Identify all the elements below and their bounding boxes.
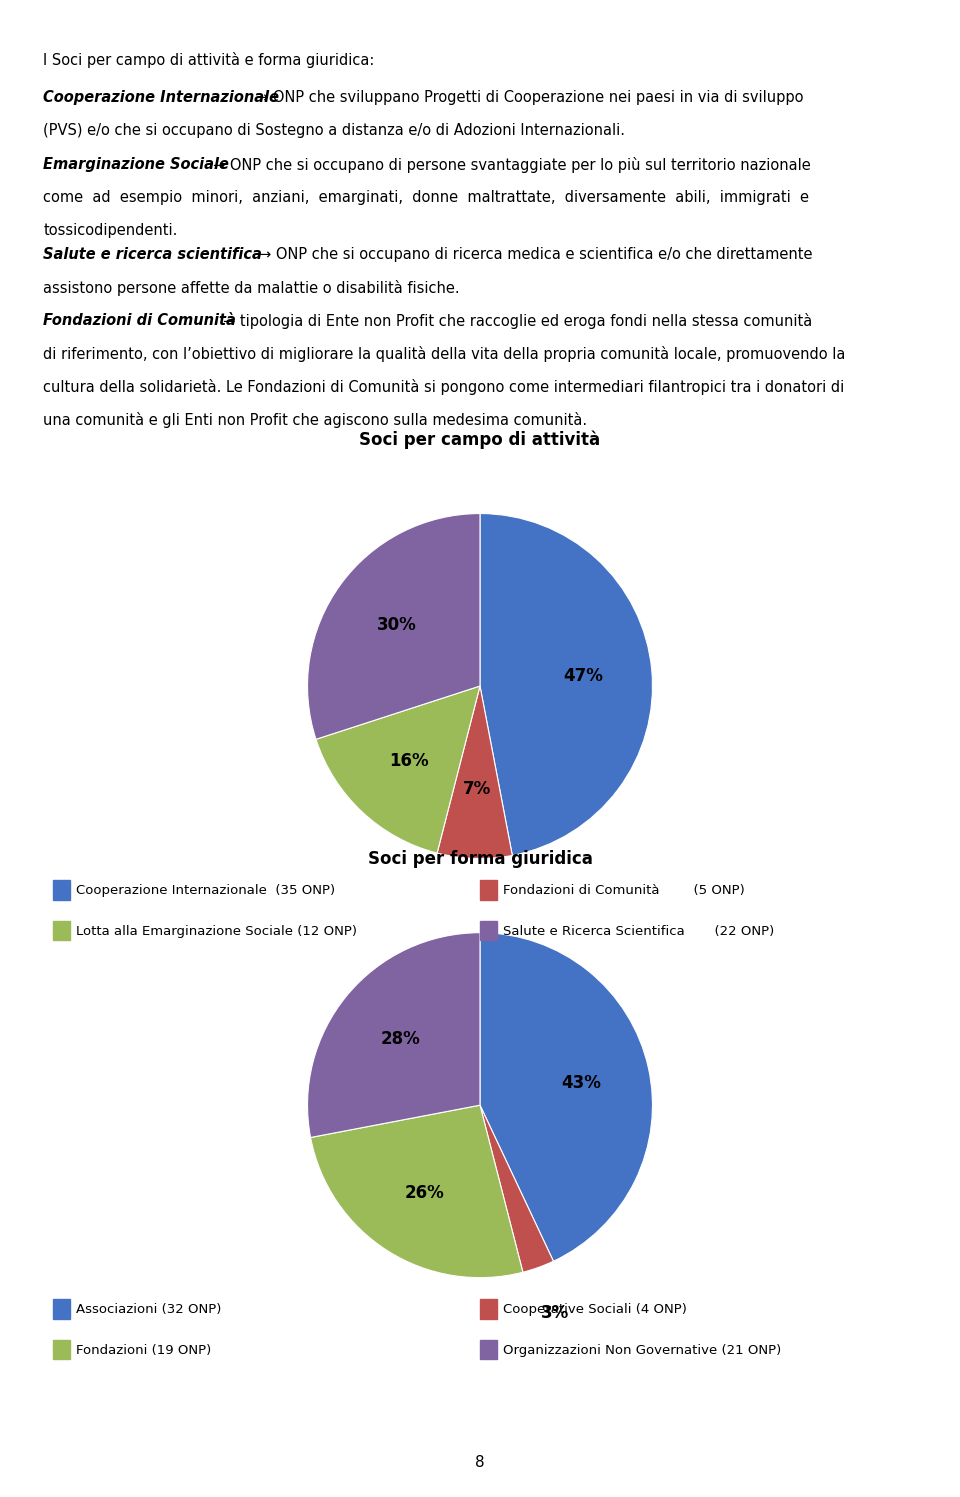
Text: Lotta alla Emarginazione Sociale (12 ONP): Lotta alla Emarginazione Sociale (12 ONP…	[76, 925, 357, 937]
Text: 8: 8	[475, 1455, 485, 1470]
Wedge shape	[307, 933, 480, 1138]
Text: → ONP che si occupano di persone svantaggiate per lo più sul territorio nazional: → ONP che si occupano di persone svantag…	[213, 157, 811, 174]
Text: Emarginazione Sociale: Emarginazione Sociale	[43, 157, 229, 172]
Wedge shape	[480, 513, 653, 855]
Text: Salute e ricerca scientifica: Salute e ricerca scientifica	[43, 247, 262, 262]
Title: Soci per campo di attività: Soci per campo di attività	[359, 431, 601, 449]
Text: Fondazioni (19 ONP): Fondazioni (19 ONP)	[76, 1344, 211, 1356]
Text: di riferimento, con l’obiettivo di migliorare la qualità della vita della propri: di riferimento, con l’obiettivo di migli…	[43, 346, 846, 362]
Text: 47%: 47%	[564, 668, 603, 686]
Text: 3%: 3%	[540, 1304, 569, 1322]
Text: 16%: 16%	[390, 753, 429, 771]
Wedge shape	[307, 513, 480, 740]
Text: (PVS) e/o che si occupano di Sostegno a distanza e/o di Adozioni Internazionali.: (PVS) e/o che si occupano di Sostegno a …	[43, 123, 625, 138]
Wedge shape	[480, 933, 653, 1262]
Text: Salute e Ricerca Scientifica       (22 ONP): Salute e Ricerca Scientifica (22 ONP)	[503, 925, 775, 937]
Text: una comunità e gli Enti non Profit che agiscono sulla medesima comunità.: una comunità e gli Enti non Profit che a…	[43, 412, 588, 428]
Text: I Soci per campo di attività e forma giuridica:: I Soci per campo di attività e forma giu…	[43, 52, 374, 69]
Text: 26%: 26%	[405, 1184, 444, 1202]
Wedge shape	[437, 686, 513, 858]
Text: tossicodipendenti.: tossicodipendenti.	[43, 223, 178, 238]
Text: → ONP che sviluppano Progetti di Cooperazione nei paesi in via di sviluppo: → ONP che sviluppano Progetti di Coopera…	[256, 90, 804, 105]
Title: Soci per forma giuridica: Soci per forma giuridica	[368, 850, 592, 868]
Wedge shape	[480, 1105, 553, 1272]
Text: come  ad  esempio  minori,  anziani,  emarginati,  donne  maltrattate,  diversam: come ad esempio minori, anziani, emargin…	[43, 190, 809, 205]
Text: → tipologia di Ente non Profit che raccoglie ed eroga fondi nella stessa comunit: → tipologia di Ente non Profit che racco…	[223, 313, 812, 329]
Text: Fondazioni di Comunità: Fondazioni di Comunità	[43, 313, 236, 328]
Wedge shape	[311, 1105, 523, 1277]
Text: Associazioni (32 ONP): Associazioni (32 ONP)	[76, 1304, 221, 1316]
Text: Fondazioni di Comunità        (5 ONP): Fondazioni di Comunità (5 ONP)	[503, 885, 745, 897]
Text: Cooperazione Internazionale  (35 ONP): Cooperazione Internazionale (35 ONP)	[76, 885, 335, 897]
Text: Cooperazione Internazionale: Cooperazione Internazionale	[43, 90, 279, 105]
Text: 7%: 7%	[463, 780, 491, 798]
Text: 43%: 43%	[561, 1073, 601, 1091]
Text: assistono persone affette da malattie o disabilità fisiche.: assistono persone affette da malattie o …	[43, 280, 460, 296]
Text: Organizzazioni Non Governative (21 ONP): Organizzazioni Non Governative (21 ONP)	[503, 1344, 781, 1356]
Text: cultura della solidarietà. Le Fondazioni di Comunità si pongono come intermediar: cultura della solidarietà. Le Fondazioni…	[43, 379, 845, 395]
Text: Cooperative Sociali (4 ONP): Cooperative Sociali (4 ONP)	[503, 1304, 687, 1316]
Wedge shape	[316, 686, 480, 853]
Text: 30%: 30%	[376, 617, 416, 635]
Text: → ONP che si occupano di ricerca medica e scientifica e/o che direttamente: → ONP che si occupano di ricerca medica …	[259, 247, 813, 262]
Text: 28%: 28%	[380, 1030, 420, 1048]
